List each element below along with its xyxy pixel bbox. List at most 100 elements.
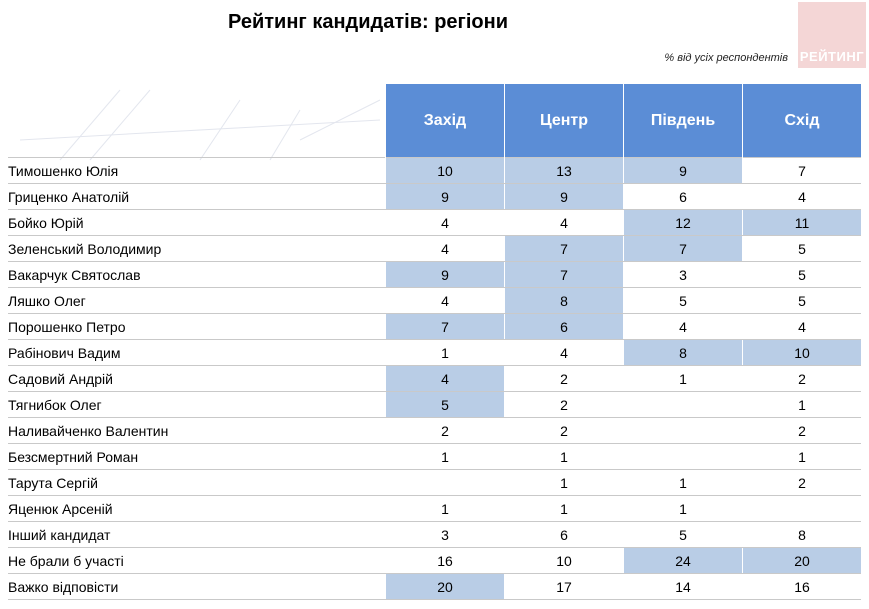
value-cell: 16 [742, 573, 861, 600]
value-cell: 1 [504, 495, 624, 522]
candidate-name: Гриценко Анатолій [8, 183, 386, 210]
candidate-name: Тимошенко Юлія [8, 157, 386, 184]
candidate-name: Не брали б участі [8, 547, 386, 574]
value-cell: 2 [504, 391, 624, 418]
value-cell: 1 [623, 469, 743, 496]
candidate-name: Садовий Андрій [8, 365, 386, 392]
value-cell: 5 [742, 235, 861, 262]
table-row: Тягнибок Олег 5 2 1 [8, 391, 861, 418]
page-title: Рейтинг кандидатів: регіони [228, 11, 509, 33]
value-cell: 1 [385, 339, 505, 366]
value-cell: 8 [623, 339, 743, 366]
candidate-name: Тягнибок Олег [8, 391, 386, 418]
value-cell: 16 [385, 547, 505, 574]
value-cell: 1 [385, 495, 505, 522]
candidate-name: Вакарчук Святослав [8, 261, 386, 288]
value-cell: 1 [504, 443, 624, 470]
value-cell: 20 [742, 547, 861, 574]
table-row: Безсмертний Роман 1 1 1 [8, 443, 861, 470]
value-cell [623, 391, 743, 418]
value-cell: 4 [742, 183, 861, 210]
ratings-table: Захід Центр Південь Схід Тимошенко Юлія 1… [8, 84, 861, 600]
table-row: Не брали б участі 16 10 24 20 [8, 547, 861, 574]
value-cell: 2 [742, 469, 861, 496]
value-cell: 3 [385, 521, 505, 548]
value-cell: 5 [385, 391, 505, 418]
value-cell [385, 469, 505, 496]
table-row: Тимошенко Юлія 10 13 9 7 [8, 157, 861, 184]
value-cell: 17 [504, 573, 624, 600]
value-cell: 6 [623, 183, 743, 210]
value-cell: 13 [504, 157, 624, 184]
value-cell: 5 [623, 521, 743, 548]
table-row: Тарута Сергій 1 1 2 [8, 469, 861, 496]
value-cell [623, 443, 743, 470]
value-cell: 4 [504, 209, 624, 236]
column-header-pivden: Південь [623, 84, 743, 158]
candidate-name: Важко відповісти [8, 573, 386, 600]
value-cell [623, 417, 743, 444]
value-cell: 9 [623, 157, 743, 184]
value-cell: 4 [504, 339, 624, 366]
value-cell: 14 [623, 573, 743, 600]
value-cell: 4 [742, 313, 861, 340]
value-cell: 1 [385, 443, 505, 470]
value-cell: 6 [504, 521, 624, 548]
table-row: Зеленський Володимир 4 7 7 5 [8, 235, 861, 262]
table-row: Ляшко Олег 4 8 5 5 [8, 287, 861, 314]
value-cell: 9 [385, 261, 505, 288]
value-cell: 9 [385, 183, 505, 210]
value-cell: 6 [504, 313, 624, 340]
table-row: Інший кандидат 3 6 5 8 [8, 521, 861, 548]
candidate-name: Ляшко Олег [8, 287, 386, 314]
value-cell: 7 [742, 157, 861, 184]
value-cell: 5 [742, 261, 861, 288]
value-cell: 4 [623, 313, 743, 340]
column-header-zakhid: Захід [385, 84, 505, 158]
value-cell: 2 [504, 365, 624, 392]
table-row: Порошенко Петро 7 6 4 4 [8, 313, 861, 340]
value-cell: 2 [385, 417, 505, 444]
candidate-name: Яценюк Арсеній [8, 495, 386, 522]
value-cell: 24 [623, 547, 743, 574]
value-cell: 2 [742, 365, 861, 392]
candidate-name: Зеленський Володимир [8, 235, 386, 262]
value-cell: 3 [623, 261, 743, 288]
value-cell: 1 [742, 443, 861, 470]
candidate-name: Рабінович Вадим [8, 339, 386, 366]
candidate-name: Безсмертний Роман [8, 443, 386, 470]
candidate-name: Порошенко Петро [8, 313, 386, 340]
table-row: Важко відповісти 20 17 14 16 [8, 573, 861, 600]
value-cell: 4 [385, 287, 505, 314]
logo-text: РЕЙТИНГ [799, 49, 865, 64]
candidate-name: Наливайченко Валентин [8, 417, 386, 444]
value-cell: 1 [742, 391, 861, 418]
value-cell: 8 [742, 521, 861, 548]
table-row: Рабінович Вадим 1 4 8 10 [8, 339, 861, 366]
value-cell: 4 [385, 235, 505, 262]
candidate-name: Бойко Юрій [8, 209, 386, 236]
value-cell: 10 [385, 157, 505, 184]
value-cell: 8 [504, 287, 624, 314]
value-cell: 1 [623, 495, 743, 522]
table-row: Яценюк Арсеній 1 1 1 [8, 495, 861, 522]
table-row: Наливайченко Валентин 2 2 2 [8, 417, 861, 444]
value-cell: 2 [504, 417, 624, 444]
value-cell: 5 [742, 287, 861, 314]
value-cell: 1 [623, 365, 743, 392]
subtitle: % від усіх респондентів [664, 52, 788, 64]
value-cell: 5 [623, 287, 743, 314]
table-row: Вакарчук Святослав 9 7 3 5 [8, 261, 861, 288]
value-cell: 10 [742, 339, 861, 366]
value-cell: 12 [623, 209, 743, 236]
rating-logo: РЕЙТИНГ [798, 2, 866, 68]
column-header-skhid: Схід [742, 84, 861, 158]
value-cell: 7 [385, 313, 505, 340]
value-cell: 9 [504, 183, 624, 210]
value-cell: 7 [504, 235, 624, 262]
value-cell: 1 [504, 469, 624, 496]
value-cell: 2 [742, 417, 861, 444]
candidate-name: Інший кандидат [8, 521, 386, 548]
header-row: Захід Центр Південь Схід [8, 84, 861, 158]
value-cell: 10 [504, 547, 624, 574]
